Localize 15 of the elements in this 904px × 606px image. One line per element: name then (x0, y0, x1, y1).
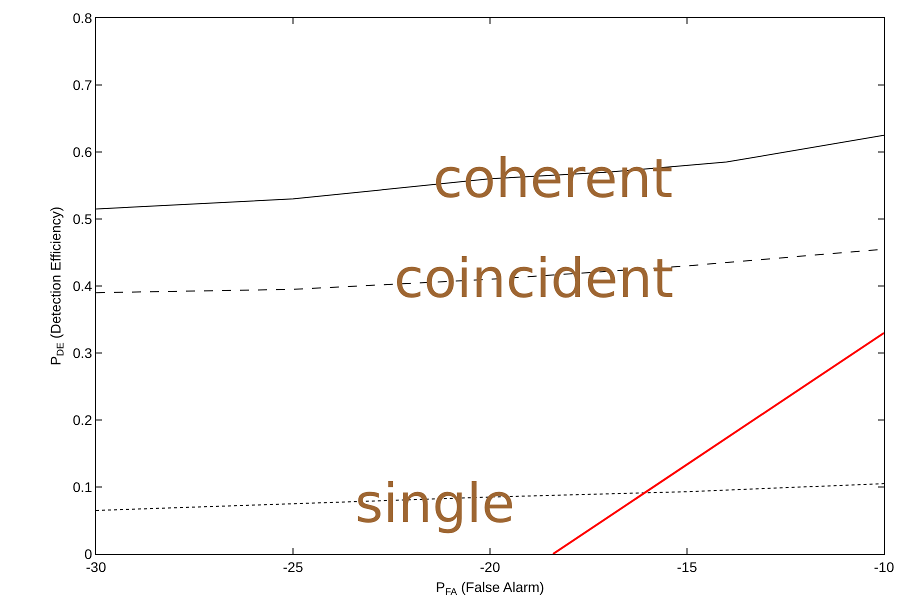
y-tick-label: 0.6 (72, 144, 92, 160)
x-tick-label: -10 (874, 558, 894, 575)
y-tick-label: 0.5 (72, 210, 92, 227)
y-tick-label: 0.2 (72, 412, 92, 428)
y-tick-label: 0.7 (72, 76, 92, 93)
series-label: single (355, 472, 515, 535)
series-label: coincident (394, 247, 674, 310)
x-axis-title: P$_{FA}$ (False Alarm) (436, 579, 544, 598)
y-tick-label: 0.4 (72, 278, 92, 294)
x-tick-label: -20 (480, 558, 500, 575)
x-tick-label: -25 (282, 558, 304, 575)
y-tick-label: 0.3 (72, 344, 92, 361)
y-tick-label: 0.8 (72, 10, 92, 26)
x-tick-label: -15 (676, 558, 698, 575)
y-tick-label: 0.1 (72, 478, 92, 495)
